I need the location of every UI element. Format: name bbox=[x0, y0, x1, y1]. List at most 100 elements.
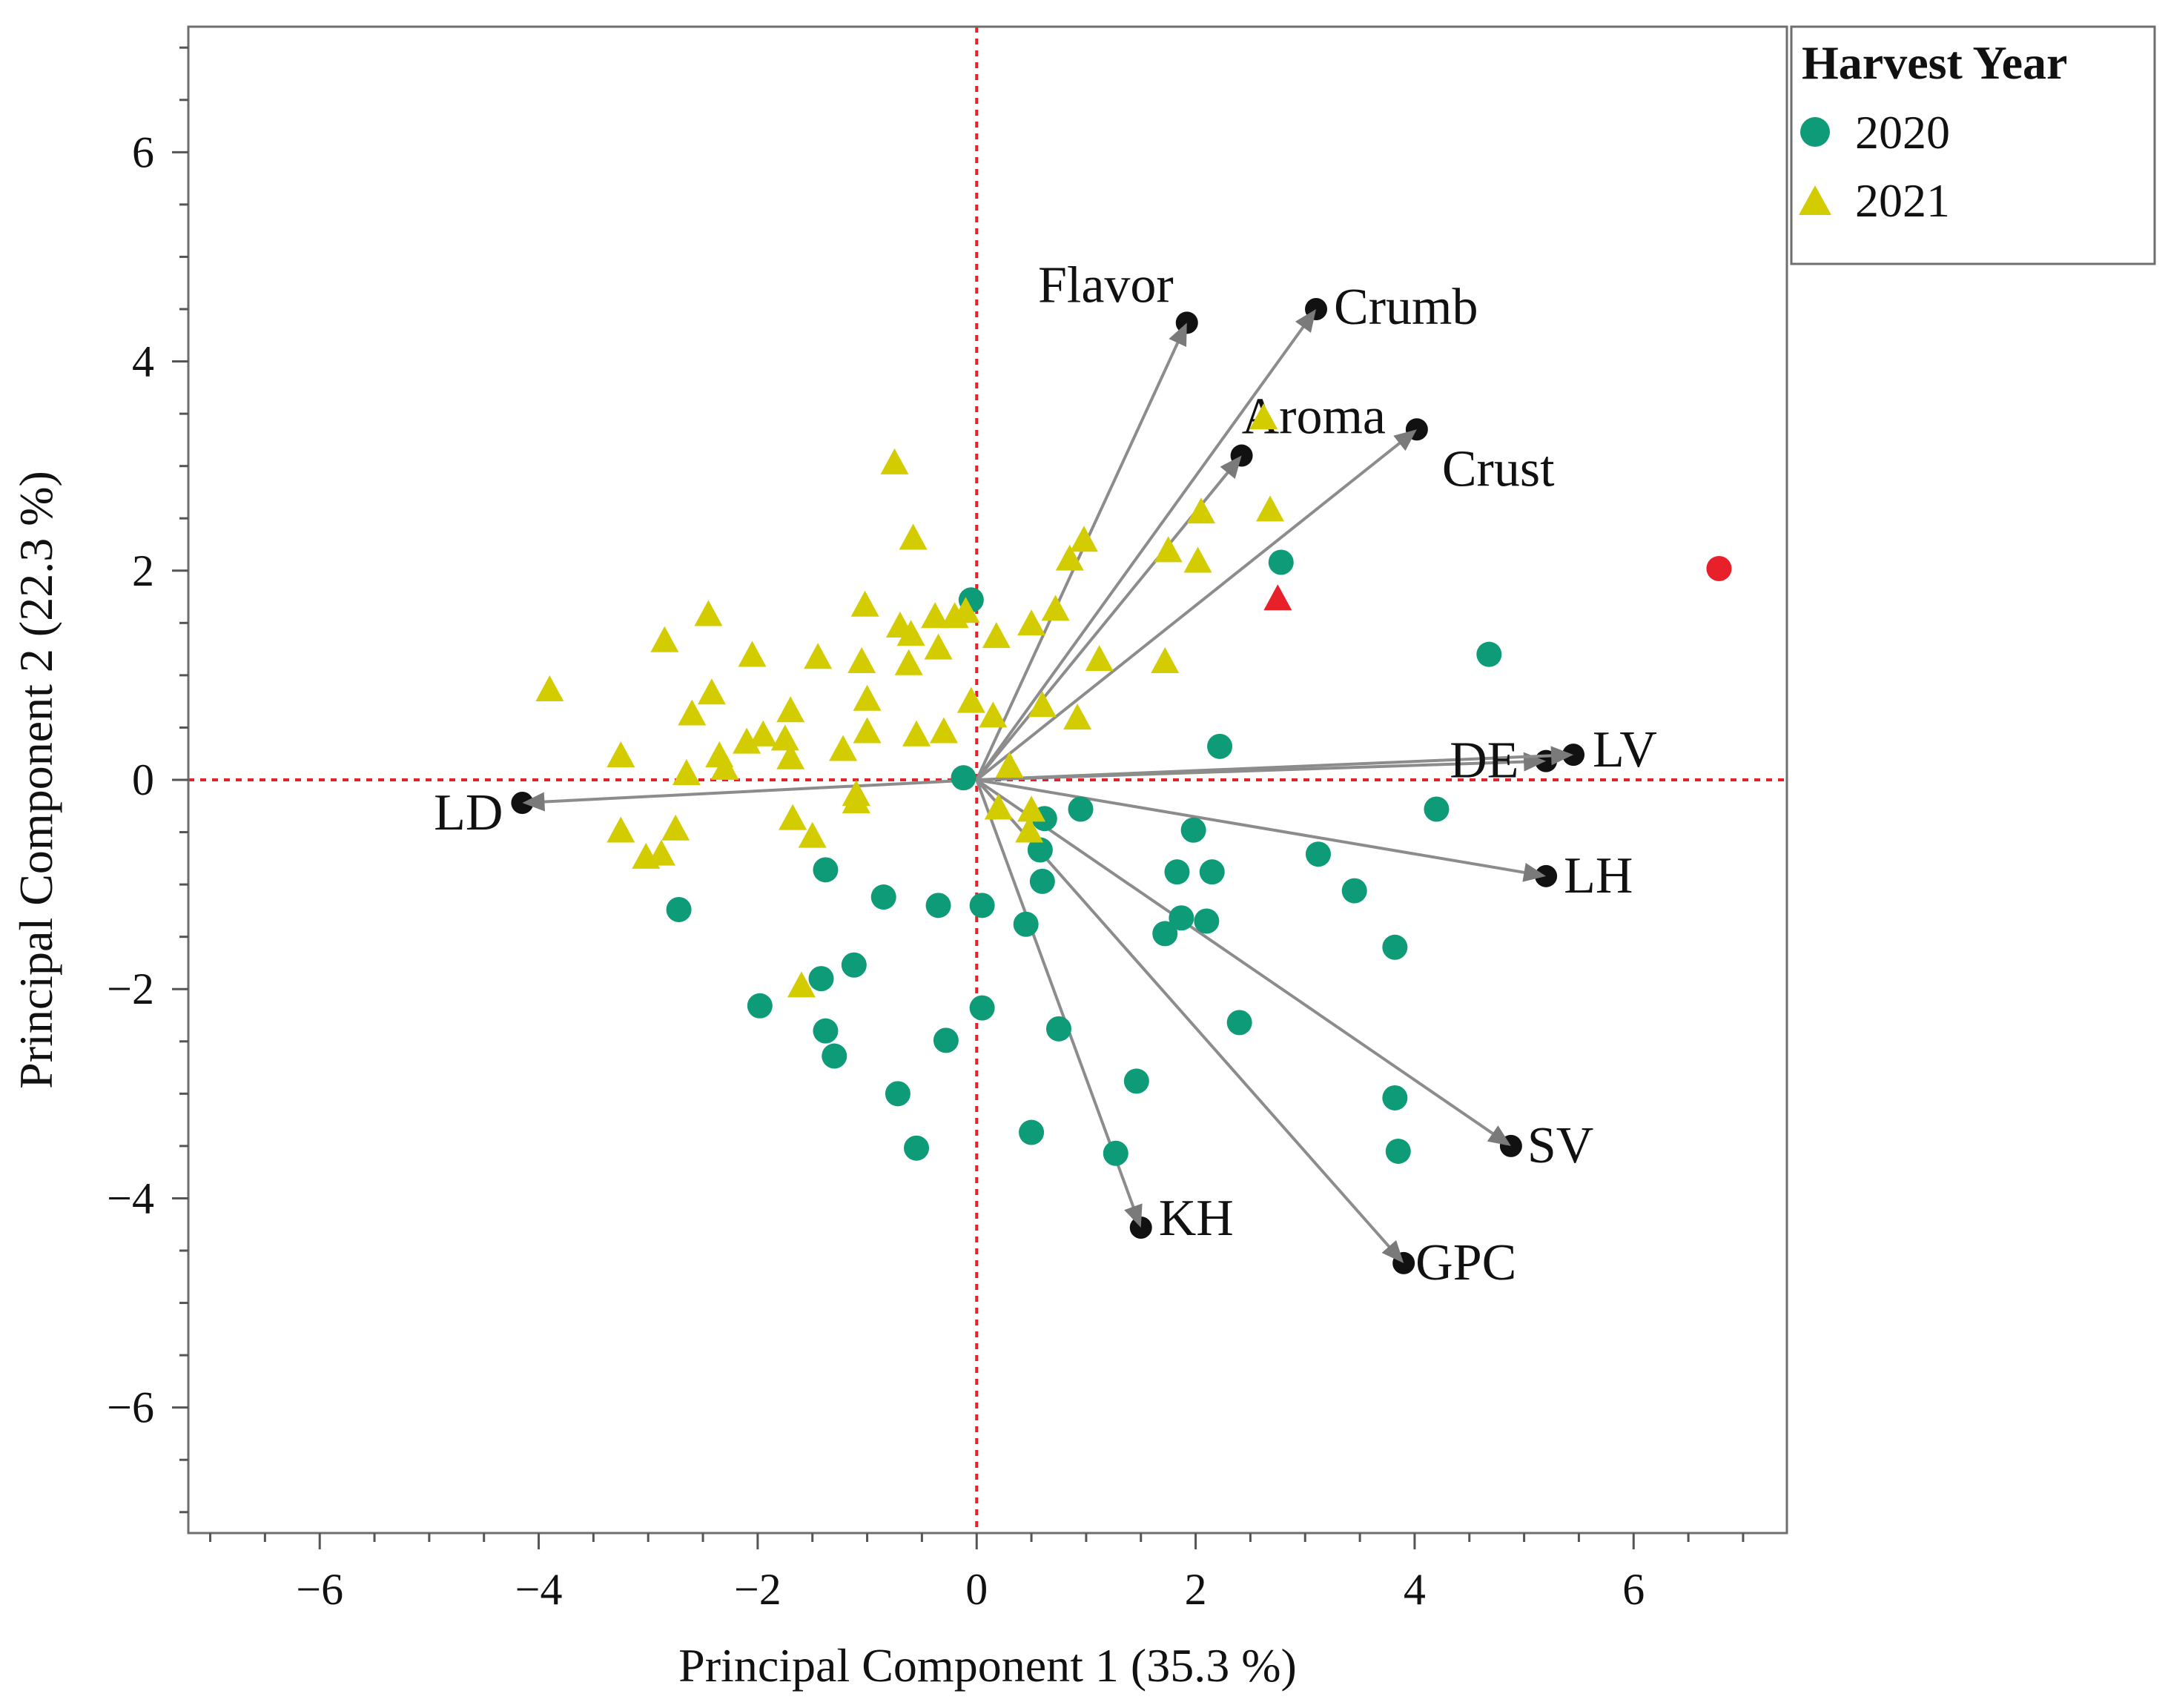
point-2021 bbox=[951, 597, 980, 623]
point-2020 bbox=[1476, 641, 1502, 667]
point-2021 bbox=[984, 793, 1013, 820]
loading-crumb-line bbox=[975, 308, 1318, 781]
point-2021 bbox=[853, 684, 882, 711]
point-2021 bbox=[749, 720, 778, 747]
loading-ld-arrowhead bbox=[522, 792, 546, 812]
x-tick-label: −2 bbox=[734, 1565, 781, 1614]
point-2021 bbox=[1085, 645, 1114, 672]
point-2021 bbox=[787, 971, 816, 998]
point-2020 bbox=[1045, 1016, 1071, 1042]
y-tick-label: 2 bbox=[132, 546, 154, 595]
point-2021 bbox=[710, 753, 739, 780]
point-2020 bbox=[1027, 837, 1053, 863]
point-2020 bbox=[1164, 859, 1190, 885]
point-2021 bbox=[1183, 546, 1212, 573]
point-2020 bbox=[1382, 934, 1408, 960]
legend: Harvest Year 2020 2021 bbox=[1790, 25, 2156, 265]
highlighted-point bbox=[1706, 555, 1732, 581]
x-tick-label: −6 bbox=[296, 1565, 343, 1614]
legend-frame bbox=[1790, 25, 2156, 265]
point-2021 bbox=[929, 717, 958, 744]
point-2021 bbox=[924, 633, 953, 660]
legend-2020-label: 2020 bbox=[1855, 106, 1950, 159]
point-2020 bbox=[925, 893, 951, 918]
point-2021 bbox=[1041, 595, 1070, 621]
point-2020 bbox=[841, 952, 867, 978]
loading-lv-arrowhead bbox=[1550, 746, 1574, 766]
point-2020 bbox=[1207, 733, 1233, 759]
point-2021 bbox=[607, 741, 635, 767]
point-2020 bbox=[1268, 549, 1294, 575]
legend-2021-label: 2021 bbox=[1855, 174, 1950, 227]
point-2021 bbox=[776, 696, 805, 723]
point-2020 bbox=[969, 995, 995, 1021]
point-2021 bbox=[899, 523, 928, 550]
point-2020 bbox=[1385, 1138, 1411, 1164]
point-2020 bbox=[822, 1043, 847, 1069]
y-tick-label: −6 bbox=[107, 1383, 154, 1432]
point-2020 bbox=[1103, 1140, 1128, 1166]
loading-label-lv: LV bbox=[1593, 721, 1657, 778]
point-2020 bbox=[951, 765, 976, 791]
x-tick-label: 2 bbox=[1185, 1565, 1207, 1614]
loading-label-crumb: Crumb bbox=[1334, 279, 1478, 336]
point-2020 bbox=[1194, 908, 1220, 934]
highlighted-point bbox=[1263, 584, 1292, 611]
loading-label-lh: LH bbox=[1564, 847, 1633, 904]
legend-2020-marker bbox=[1800, 117, 1830, 147]
point-2021 bbox=[842, 787, 870, 814]
loading-label-ld: LD bbox=[434, 784, 503, 841]
point-2020 bbox=[933, 1027, 959, 1053]
point-2020 bbox=[1013, 911, 1039, 937]
loading-gpc-line bbox=[975, 778, 1405, 1265]
point-2020 bbox=[1180, 817, 1206, 843]
point-2021 bbox=[853, 717, 882, 744]
loading-crust-line bbox=[975, 428, 1418, 781]
point-2021 bbox=[804, 643, 833, 669]
loading-lv-endpoint bbox=[1562, 744, 1585, 767]
point-2021 bbox=[902, 720, 931, 747]
x-tick-label: −4 bbox=[515, 1565, 563, 1614]
point-2021 bbox=[995, 752, 1024, 778]
point-2020 bbox=[1123, 1068, 1149, 1094]
point-2021 bbox=[607, 816, 635, 843]
point-2021 bbox=[1249, 403, 1278, 430]
point-2021 bbox=[678, 699, 707, 726]
point-2021 bbox=[1028, 691, 1057, 718]
point-2021 bbox=[1015, 816, 1044, 843]
point-2020 bbox=[969, 893, 995, 918]
point-2020 bbox=[666, 896, 692, 922]
point-2020 bbox=[1199, 859, 1225, 885]
x-axis-title: Principal Component 1 (35.3 %) bbox=[678, 1639, 1297, 1692]
y-tick-label: 0 bbox=[132, 755, 154, 804]
legend-2021-marker bbox=[1799, 185, 1831, 215]
y-axis-title: Principal Component 2 (22.3 %) bbox=[10, 471, 62, 1089]
point-2021 bbox=[1151, 646, 1180, 673]
point-2021 bbox=[850, 590, 879, 617]
point-2021 bbox=[535, 675, 564, 702]
loading-gpc-arrowhead bbox=[1381, 1239, 1404, 1263]
point-2021 bbox=[894, 649, 923, 675]
point-2021 bbox=[896, 620, 925, 646]
point-2020 bbox=[1341, 878, 1367, 904]
loading-label-flavor: Flavor bbox=[1038, 256, 1174, 314]
y-tick-label: −4 bbox=[107, 1174, 154, 1222]
point-2021 bbox=[829, 735, 858, 761]
point-2020 bbox=[813, 857, 839, 883]
point-2021 bbox=[1063, 704, 1092, 730]
point-2021 bbox=[694, 600, 723, 626]
point-2021 bbox=[921, 602, 950, 629]
point-2021 bbox=[776, 743, 805, 769]
point-2020 bbox=[1029, 868, 1055, 894]
y-tick-label: 4 bbox=[132, 337, 154, 386]
point-2021 bbox=[697, 678, 726, 705]
point-2020 bbox=[808, 966, 834, 992]
point-2020 bbox=[1152, 921, 1178, 947]
point-2021 bbox=[1017, 609, 1046, 636]
point-2021 bbox=[798, 821, 827, 848]
point-2021 bbox=[779, 804, 807, 830]
loading-label-sv: SV bbox=[1527, 1117, 1593, 1174]
point-2020 bbox=[1226, 1010, 1252, 1036]
point-2021 bbox=[1017, 795, 1046, 822]
